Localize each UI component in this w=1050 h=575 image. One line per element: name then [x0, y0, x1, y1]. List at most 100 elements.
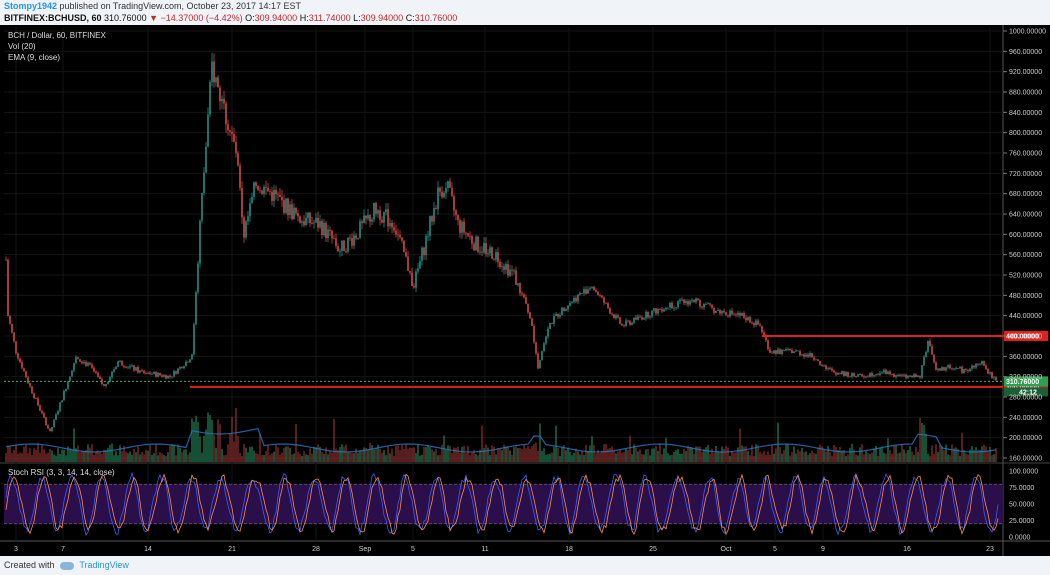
- volume-bar: [291, 454, 293, 462]
- candle-body: [697, 298, 699, 301]
- volume-bar: [111, 443, 113, 462]
- volume-bar: [809, 453, 811, 462]
- volume-bar: [43, 449, 45, 462]
- candle-body: [423, 247, 425, 255]
- volume-bar: [907, 450, 909, 462]
- time-tick-label: 5: [773, 546, 777, 553]
- volume-bar: [941, 446, 943, 462]
- time-tick-label: 11: [481, 546, 488, 553]
- volume-bar: [633, 444, 635, 462]
- volume-bar: [817, 447, 819, 462]
- candle-body: [685, 301, 687, 304]
- candle-body: [753, 323, 755, 326]
- stoch-rsi-legend[interactable]: Stoch RSI (3, 3, 14, 14, close): [8, 468, 115, 477]
- candle-body: [237, 152, 239, 166]
- candle-body: [371, 219, 373, 222]
- volume-bar: [479, 449, 481, 462]
- candle-body: [589, 288, 591, 290]
- candle-body: [635, 317, 637, 320]
- volume-bar: [503, 444, 505, 462]
- price-tick-label: 520.00000: [1009, 273, 1042, 280]
- volume-bar: [965, 453, 967, 462]
- volume-bar: [219, 424, 221, 462]
- volume-bar: [519, 448, 521, 462]
- candle-body: [319, 221, 321, 228]
- candle-body: [415, 271, 417, 288]
- candle-body: [55, 414, 57, 420]
- candle-body: [399, 235, 401, 238]
- volume-bar: [367, 449, 369, 462]
- candle-body: [311, 223, 313, 224]
- volume-bar: [933, 454, 935, 462]
- volume-bar: [655, 445, 657, 462]
- volume-bar: [815, 453, 817, 462]
- volume-bar: [187, 454, 189, 462]
- volume-bar: [509, 450, 511, 462]
- candle-body: [667, 307, 669, 309]
- volume-bar: [305, 454, 307, 462]
- volume-bar: [789, 455, 791, 462]
- candle-body: [835, 372, 837, 375]
- volume-bar: [813, 453, 815, 462]
- candle-body: [915, 374, 917, 378]
- candle-body: [965, 369, 967, 371]
- candle-body: [597, 291, 599, 296]
- volume-bar: [765, 455, 767, 462]
- price-tick-label: 920.00000: [1009, 69, 1042, 76]
- candle-body: [985, 365, 987, 369]
- candle-body: [367, 215, 369, 219]
- candle-body: [547, 328, 549, 337]
- candle-body: [373, 202, 375, 220]
- open-label: O:: [245, 13, 255, 23]
- price-tick-label: 600.00000: [1009, 232, 1042, 239]
- volume-bar: [335, 448, 337, 462]
- volume-legend[interactable]: Vol (20): [8, 42, 36, 51]
- candle-body: [607, 303, 609, 309]
- volume-bar: [543, 448, 545, 462]
- low-value: 309.94000: [360, 13, 404, 23]
- volume-bar: [433, 451, 435, 462]
- candle-body: [387, 209, 389, 227]
- candle-body: [633, 317, 635, 323]
- volume-bar: [845, 455, 847, 462]
- volume-bar: [763, 451, 765, 462]
- candle-body: [693, 299, 695, 303]
- candle-body: [247, 216, 249, 222]
- candle-body: [325, 222, 327, 238]
- volume-bar: [603, 444, 605, 462]
- candle-body: [67, 381, 69, 390]
- candle-body: [711, 304, 713, 308]
- volume-bar: [847, 454, 849, 462]
- candle-body: [575, 297, 577, 302]
- ema-legend[interactable]: EMA (9, close): [8, 53, 61, 62]
- volume-bar: [439, 454, 441, 462]
- candle-body: [141, 370, 143, 372]
- candle-body: [335, 238, 337, 247]
- volume-bar: [517, 448, 519, 462]
- symbol-label: BITFINEX:BCHUSD, 60: [4, 13, 102, 23]
- volume-bar: [551, 452, 553, 462]
- candle-body: [503, 266, 505, 270]
- candle-body: [559, 315, 561, 317]
- candle-body: [291, 204, 293, 220]
- volume-bar: [311, 453, 313, 462]
- volume-bar: [45, 453, 47, 462]
- tradingview-link[interactable]: TradingView: [79, 560, 129, 570]
- candle-body: [199, 220, 201, 264]
- candle-body: [687, 301, 689, 305]
- volume-bar: [13, 450, 15, 462]
- volume-bar: [671, 454, 673, 462]
- volume-bar: [249, 447, 251, 462]
- volume-bar: [717, 451, 719, 462]
- volume-bar: [751, 444, 753, 462]
- author-link[interactable]: Stompy1942: [4, 1, 58, 11]
- candle-body: [895, 375, 897, 377]
- down-arrow-icon: ▼: [149, 13, 159, 23]
- volume-bar: [319, 446, 321, 462]
- volume-bar: [463, 446, 465, 462]
- candle-body: [853, 372, 855, 377]
- candle-body: [971, 365, 973, 369]
- candle-body: [125, 366, 127, 368]
